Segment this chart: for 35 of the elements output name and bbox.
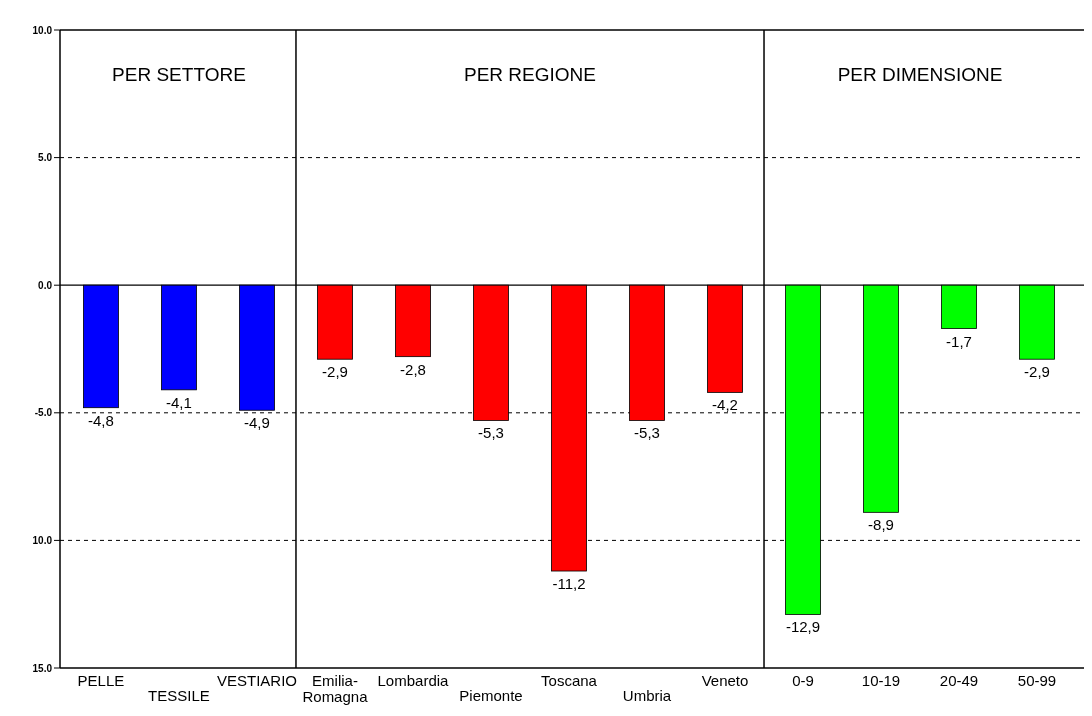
x-tick-label: TESSILE [148,687,210,704]
x-tick-label: 10-19 [861,672,901,689]
x-tick-label: 50-99 [1017,672,1057,689]
data-label: -12,9 [785,618,821,636]
x-tick-label: Toscana [541,672,598,689]
x-tick-label: 20-49 [939,672,979,689]
y-tick-label: 0.0 [38,279,53,291]
x-tick-label: Emilia-Romagna [302,672,369,705]
annotation: PER REGIONE [464,64,596,86]
data-label: -2,9 [322,363,348,381]
y-tick-label: -5.0 [34,407,53,419]
data-label: -1,7 [946,332,972,350]
x-tick-label: Piemonte [459,687,523,704]
data-label: -5,3 [478,424,504,442]
x-tick-label: PELLE [77,672,125,689]
data-label: -5,3 [634,424,660,442]
y-tick-label: 5.0 [38,152,53,164]
x-tick-label: Lombardia [377,672,450,689]
data-label: -4,9 [244,414,270,432]
data-label: -4,2 [712,396,738,414]
x-tick-label: VESTIARIO [216,672,297,689]
annotation: PER DIMENSIONE [837,64,1003,86]
data-label: -2,8 [400,360,426,378]
data-label: -8,9 [868,516,894,534]
data-label: -4,1 [166,393,192,411]
data-label: -4,8 [88,411,114,429]
y-tick-label: 10.0 [32,24,53,36]
y-tick-label: 10.0 [32,534,53,546]
x-tick-label: Veneto [701,672,749,689]
data-label: -2,9 [1024,363,1050,381]
x-tick-label: Umbria [622,687,672,704]
annotation: PER SETTORE [112,64,246,86]
data-label: -11,2 [552,575,586,593]
x-tick-label: 0-9 [792,672,814,689]
y-tick-label: 15.0 [32,662,53,674]
